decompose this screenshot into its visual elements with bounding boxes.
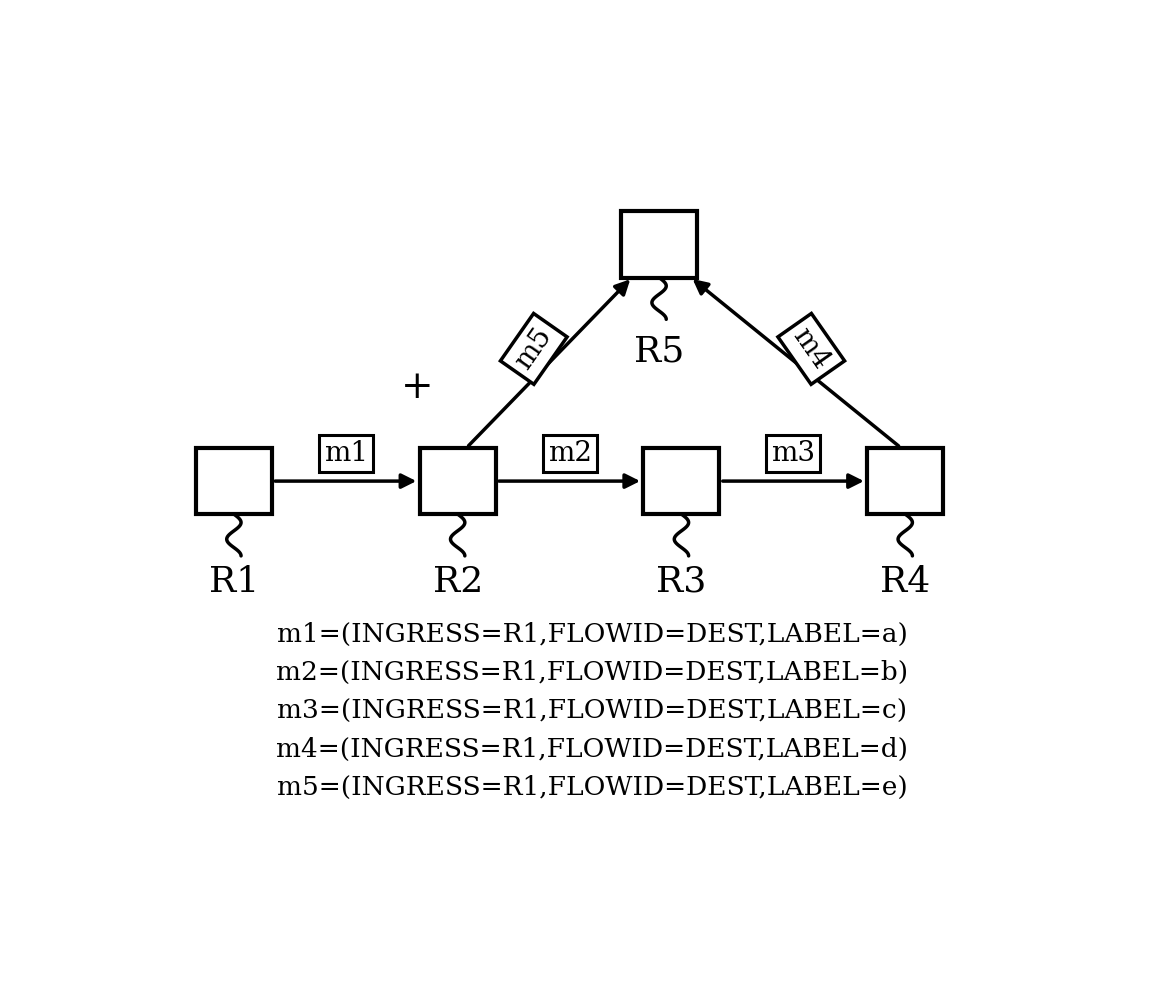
Text: m1: m1: [323, 439, 367, 467]
FancyBboxPatch shape: [867, 448, 944, 514]
Text: m2: m2: [547, 439, 591, 467]
Text: R5: R5: [634, 335, 684, 369]
Text: m4: m4: [788, 323, 835, 375]
FancyBboxPatch shape: [419, 448, 495, 514]
Text: m5: m5: [511, 323, 558, 375]
Text: R3: R3: [656, 565, 707, 598]
Text: +: +: [401, 369, 433, 406]
Text: m3=(INGRESS=R1,FLOWID=DEST,LABEL=c): m3=(INGRESS=R1,FLOWID=DEST,LABEL=c): [277, 698, 907, 724]
Text: m1=(INGRESS=R1,FLOWID=DEST,LABEL=a): m1=(INGRESS=R1,FLOWID=DEST,LABEL=a): [276, 621, 908, 647]
Text: m5=(INGRESS=R1,FLOWID=DEST,LABEL=e): m5=(INGRESS=R1,FLOWID=DEST,LABEL=e): [276, 774, 908, 800]
FancyBboxPatch shape: [643, 448, 720, 514]
Text: R4: R4: [880, 565, 931, 598]
Text: m3: m3: [772, 439, 815, 467]
Text: R1: R1: [209, 565, 259, 598]
FancyBboxPatch shape: [621, 212, 698, 277]
Text: R2: R2: [432, 565, 483, 598]
FancyBboxPatch shape: [196, 448, 271, 514]
Text: m2=(INGRESS=R1,FLOWID=DEST,LABEL=b): m2=(INGRESS=R1,FLOWID=DEST,LABEL=b): [276, 660, 908, 685]
Text: m4=(INGRESS=R1,FLOWID=DEST,LABEL=d): m4=(INGRESS=R1,FLOWID=DEST,LABEL=d): [276, 737, 908, 761]
